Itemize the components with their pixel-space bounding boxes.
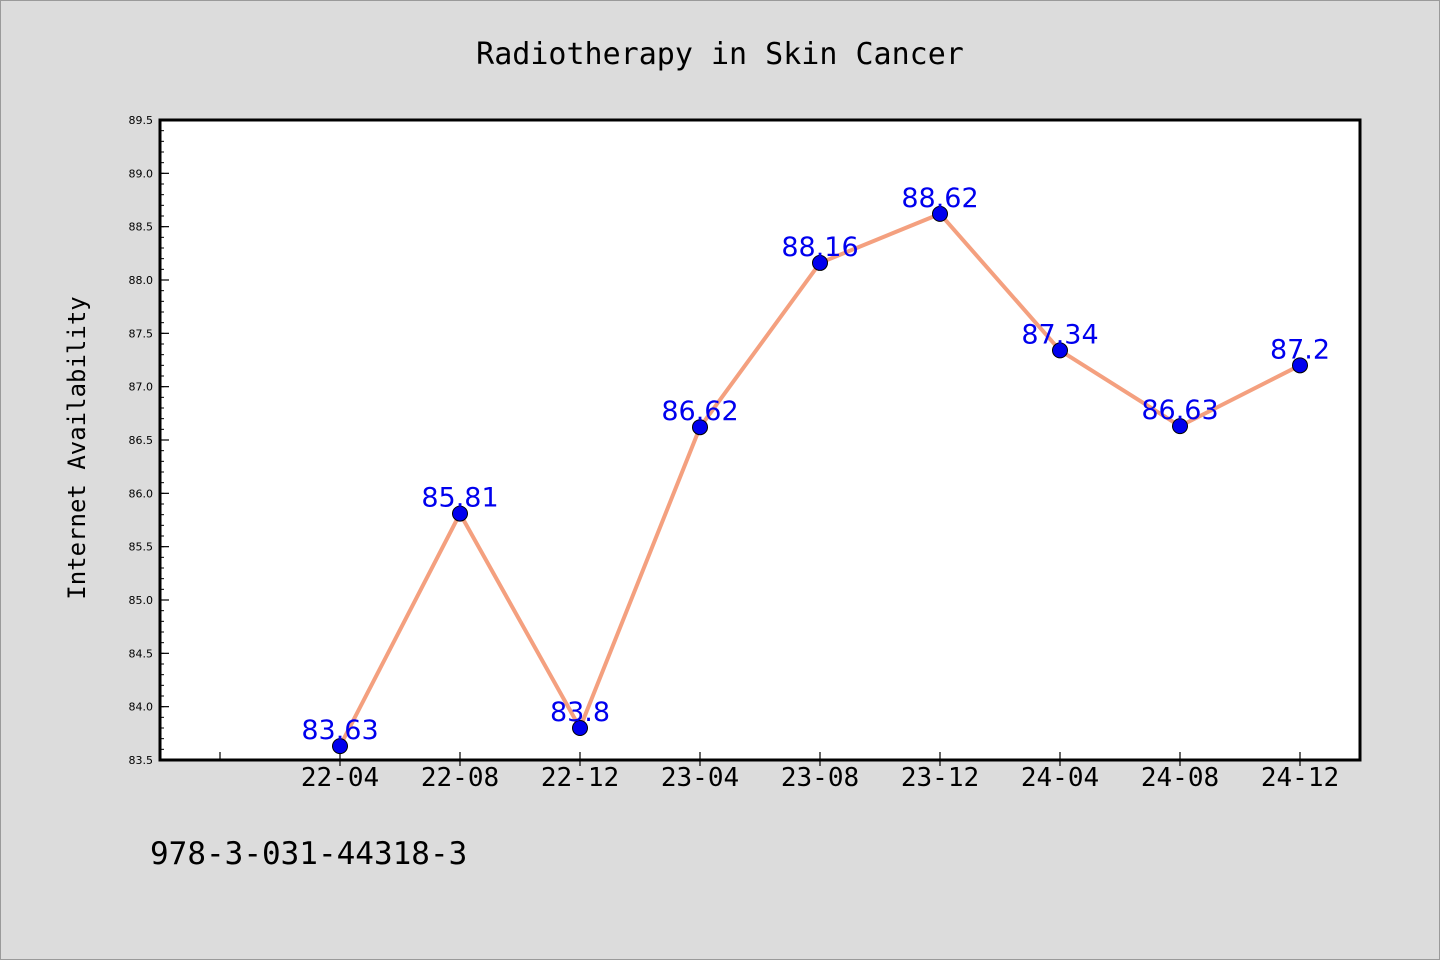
plot-area xyxy=(158,118,1362,762)
x-tick-label: 24-08 xyxy=(1141,763,1219,793)
y-tick-label: 85.5 xyxy=(129,541,154,554)
x-tick-label: 22-04 xyxy=(301,763,379,793)
y-tick-label: 87.0 xyxy=(129,381,154,394)
data-label: 86.63 xyxy=(1141,395,1218,426)
y-tick-label: 89.5 xyxy=(129,114,154,127)
x-tick-label: 22-08 xyxy=(421,763,499,793)
data-label: 86.62 xyxy=(661,396,738,427)
y-tick-label: 88.0 xyxy=(129,274,154,287)
y-tick-label: 86.5 xyxy=(129,434,154,447)
x-tick-label: 24-12 xyxy=(1261,763,1339,793)
x-tick-label: 23-08 xyxy=(781,763,859,793)
y-tick-label: 85.0 xyxy=(129,594,154,607)
x-tick-label: 22-12 xyxy=(541,763,619,793)
y-axis-ticks: 83.5 84.0 84.5 85.0 85.5 86.0 86.5 87.0 87.5 88.0… xyxy=(129,114,169,767)
footer-isbn: 978-3-031-44318-3 xyxy=(150,836,467,872)
series-group: 83.63 85.81 83.8 86.62 88.16 88.62 87.34 86.63 8… xyxy=(301,183,1330,755)
data-point xyxy=(1292,357,1308,374)
data-point xyxy=(1172,418,1188,435)
y-tick-label: 84.5 xyxy=(129,647,154,660)
data-point xyxy=(692,419,708,436)
y-tick-label: 87.5 xyxy=(129,327,154,340)
y-tick-label: 88.5 xyxy=(129,221,154,234)
x-tick-label: 24-04 xyxy=(1021,763,1099,793)
data-point xyxy=(572,720,588,736)
chart-title: Radiotherapy in Skin Cancer xyxy=(476,37,964,72)
x-tick-label: 23-04 xyxy=(661,763,739,793)
data-point xyxy=(812,254,828,271)
data-label: 88.62 xyxy=(901,183,978,214)
y-axis-label: Internet Availability xyxy=(63,296,91,599)
data-label: 85.81 xyxy=(421,483,498,514)
data-label: 83.63 xyxy=(301,715,378,746)
y-tick-label: 84.0 xyxy=(129,701,154,714)
x-tick-label: 23-12 xyxy=(901,763,979,793)
data-point xyxy=(332,738,348,755)
data-point xyxy=(1052,342,1068,359)
y-tick-label: 86.0 xyxy=(129,487,154,500)
data-label: 87.2 xyxy=(1270,334,1330,365)
data-label: 87.34 xyxy=(1021,319,1098,350)
data-point xyxy=(452,505,468,522)
data-label: 88.16 xyxy=(781,232,858,263)
y-tick-label: 83.5 xyxy=(129,754,154,767)
y-tick-label: 89.0 xyxy=(129,167,154,180)
data-label: 83.8 xyxy=(550,697,610,728)
data-point xyxy=(932,205,948,222)
x-axis-ticks: 22-04 22-08 22-12 23-04 23-08 23-12 24-04 24-08… xyxy=(219,752,1339,793)
